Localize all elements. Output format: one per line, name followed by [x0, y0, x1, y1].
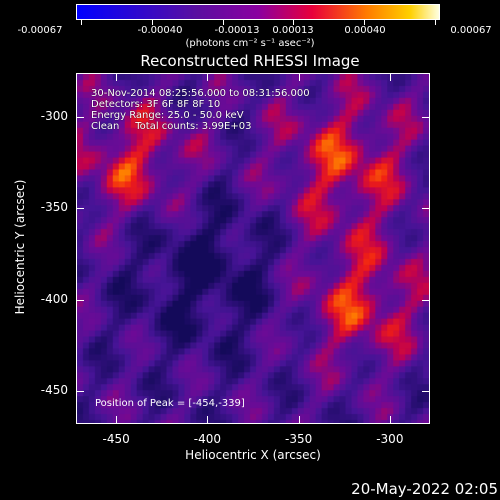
- y-tick-label: -400: [40, 291, 68, 306]
- x-tick-mark: [389, 416, 391, 424]
- y-tick-mark: [76, 208, 84, 210]
- colorbar-tick-label: -0.00040: [137, 25, 183, 36]
- info-total-counts: Clean Total counts: 3.99E+03: [91, 121, 252, 132]
- x-tick-label: -450: [102, 432, 130, 446]
- y-tick-mark: [76, 391, 84, 393]
- y-tick-mark: [422, 208, 430, 210]
- peak-position: Position of Peak = [-454,-339]: [95, 398, 245, 409]
- info-energy-range: Energy Range: 25.0 - 50.0 keV: [91, 110, 244, 121]
- colorbar-tick: [293, 20, 295, 25]
- heatmap-plot: 30-Nov-2014 08:25:56.000 to 08:31:56.000…: [76, 73, 430, 424]
- colorbar-tick: [222, 20, 224, 25]
- colorbar-tick: [81, 20, 82, 25]
- y-tick-label: -300: [40, 108, 68, 123]
- footer-date: 20-May-2022 02:05: [351, 480, 498, 498]
- x-tick-mark: [298, 73, 300, 81]
- colorbar-tick-label: 0.00013: [272, 25, 314, 36]
- x-tick-label: -300: [376, 432, 404, 446]
- y-tick-mark: [422, 299, 430, 301]
- y-tick-label: -450: [40, 383, 68, 398]
- x-tick-mark: [116, 416, 118, 424]
- y-tick-mark: [76, 299, 84, 301]
- colorbar-tick: [151, 20, 153, 25]
- x-tick-mark: [389, 73, 391, 81]
- y-tick-label: -350: [40, 200, 68, 215]
- y-tick-mark: [76, 116, 84, 118]
- colorbar-tick: [435, 20, 436, 25]
- x-tick-label: -400: [193, 432, 221, 446]
- info-time-range: 30-Nov-2014 08:25:56.000 to 08:31:56.000: [91, 88, 310, 99]
- colorbar-tick-label: -0.00067: [17, 25, 63, 36]
- x-tick-mark: [116, 73, 118, 81]
- x-axis-label: Heliocentric X (arcsec): [185, 448, 321, 462]
- colorbar: [76, 4, 440, 20]
- colorbar-tick-label: 0.00040: [344, 25, 386, 36]
- colorbar-tick: [364, 20, 366, 25]
- plot-title: Reconstructed RHESSI Image: [140, 52, 360, 70]
- colorbar-tick-label: 0.00067: [450, 25, 492, 36]
- x-tick-mark: [207, 73, 209, 81]
- heatmap-canvas: [77, 74, 429, 423]
- info-detectors: Detectors: 3F 6F 8F 8F 10: [91, 99, 221, 110]
- x-tick-mark: [298, 416, 300, 424]
- x-tick-mark: [207, 416, 209, 424]
- y-tick-mark: [422, 391, 430, 393]
- colorbar-units: (photons cm⁻² s⁻¹ asec⁻²): [185, 38, 315, 49]
- y-tick-mark: [422, 116, 430, 118]
- colorbar-tick-label: -0.00013: [214, 25, 260, 36]
- x-tick-label: -350: [284, 432, 313, 446]
